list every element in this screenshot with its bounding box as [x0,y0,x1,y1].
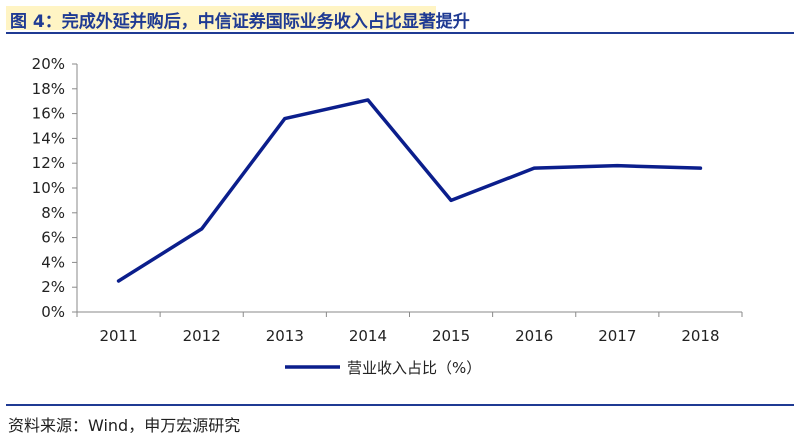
data-point [117,279,121,283]
x-tick-label: 2011 [99,327,137,345]
data-point [200,227,204,231]
series-line [116,98,703,283]
y-tick-label: 2% [41,278,65,296]
x-tick-label: 2016 [515,327,553,345]
title-bar: 图 4：完成外延并购后，中信证券国际业务收入占比显著提升 [6,4,794,34]
y-tick-label: 16% [32,105,65,123]
y-tick-label: 8% [41,204,65,222]
y-tick-label: 18% [32,80,65,98]
y-tick-label: 10% [32,179,65,197]
y-tick-label: 14% [32,129,65,147]
y-tick-label: 20% [32,55,65,73]
x-tick-label: 2015 [432,327,470,345]
x-tick-label: 2018 [681,327,719,345]
page-title: 图 4：完成外延并购后，中信证券国际业务收入占比显著提升 [10,12,470,32]
y-tick-label: 4% [41,253,65,271]
data-point [366,98,370,102]
legend-label: 营业收入占比（%） [347,359,481,377]
y-tick-label: 6% [41,229,65,247]
x-tick-label: 2012 [183,327,221,345]
data-point [698,166,702,170]
y-tick-label: 12% [32,154,65,172]
data-point [532,166,536,170]
data-point [283,117,287,121]
line-chart: 0% 2% 4% 6% 8% 10% 12% 14% 16% 18% 20% 2011 2012 2013… [32,55,743,377]
x-tick-label: 2014 [349,327,387,345]
x-tick-label: 2013 [266,327,304,345]
data-point [615,164,619,168]
y-tick-label: 0% [41,303,65,321]
data-point [449,198,453,202]
source-note: 资料来源：Wind，申万宏源研究 [8,416,241,435]
x-tick-label: 2017 [598,327,636,345]
title-highlight [6,6,436,30]
source-divider [6,404,794,406]
